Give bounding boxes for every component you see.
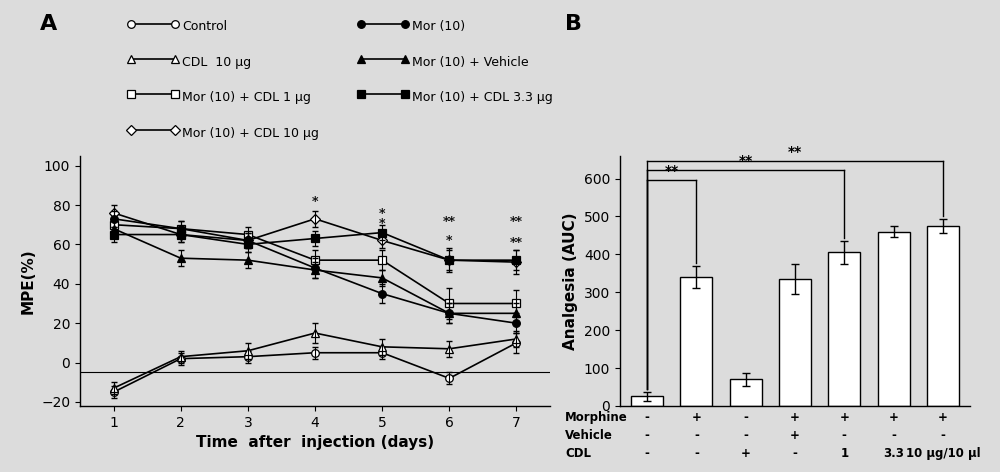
Text: +: + <box>839 411 849 424</box>
Text: **: ** <box>665 164 679 178</box>
Text: +: + <box>741 447 751 460</box>
Text: -: - <box>743 429 748 442</box>
Text: -: - <box>694 447 699 460</box>
Text: -: - <box>694 429 699 442</box>
Text: -: - <box>645 411 650 424</box>
Bar <box>878 232 910 406</box>
Text: B: B <box>565 14 582 34</box>
Y-axis label: MPE(%): MPE(%) <box>21 248 36 314</box>
Bar <box>631 396 663 406</box>
Text: *: * <box>446 236 453 248</box>
Text: 10 μg/10 μl: 10 μg/10 μl <box>906 447 980 460</box>
Text: **: ** <box>788 145 802 159</box>
Text: Vehicle: Vehicle <box>565 429 613 442</box>
Text: -: - <box>842 429 847 442</box>
Text: **: ** <box>510 216 523 228</box>
Text: 1: 1 <box>840 447 848 460</box>
Bar <box>680 277 712 406</box>
Text: *: * <box>379 208 385 221</box>
Bar <box>828 253 860 406</box>
Text: CDL  10 μg: CDL 10 μg <box>182 56 251 69</box>
Text: +: + <box>790 411 800 424</box>
Text: +: + <box>938 411 948 424</box>
Text: -: - <box>793 447 797 460</box>
Bar <box>779 279 811 406</box>
Text: +: + <box>889 411 899 424</box>
Text: Morphine: Morphine <box>565 411 628 424</box>
Text: +: + <box>691 411 701 424</box>
Bar <box>927 226 959 406</box>
Text: Control: Control <box>182 20 227 34</box>
Y-axis label: Analgesia (AUC): Analgesia (AUC) <box>563 212 578 350</box>
Text: **: ** <box>510 237 523 250</box>
Text: 3.3: 3.3 <box>883 447 904 460</box>
Bar <box>730 379 762 406</box>
Text: -: - <box>940 429 945 442</box>
Text: +: + <box>790 429 800 442</box>
Text: **: ** <box>739 154 753 168</box>
Text: *: * <box>379 218 385 231</box>
Text: -: - <box>891 429 896 442</box>
Text: -: - <box>645 429 650 442</box>
Text: *: * <box>312 196 318 209</box>
Text: Mor (10): Mor (10) <box>412 20 465 34</box>
X-axis label: Time  after  injection (days): Time after injection (days) <box>196 435 434 450</box>
Text: CDL: CDL <box>565 447 591 460</box>
Text: Mor (10) + CDL 3.3 μg: Mor (10) + CDL 3.3 μg <box>412 91 553 104</box>
Text: -: - <box>743 411 748 424</box>
Text: Mor (10) + Vehicle: Mor (10) + Vehicle <box>412 56 529 69</box>
Text: Mor (10) + CDL 1 μg: Mor (10) + CDL 1 μg <box>182 91 311 104</box>
Text: Mor (10) + CDL 10 μg: Mor (10) + CDL 10 μg <box>182 126 319 140</box>
Text: -: - <box>645 447 650 460</box>
Text: **: ** <box>443 216 456 228</box>
Text: A: A <box>40 14 57 34</box>
